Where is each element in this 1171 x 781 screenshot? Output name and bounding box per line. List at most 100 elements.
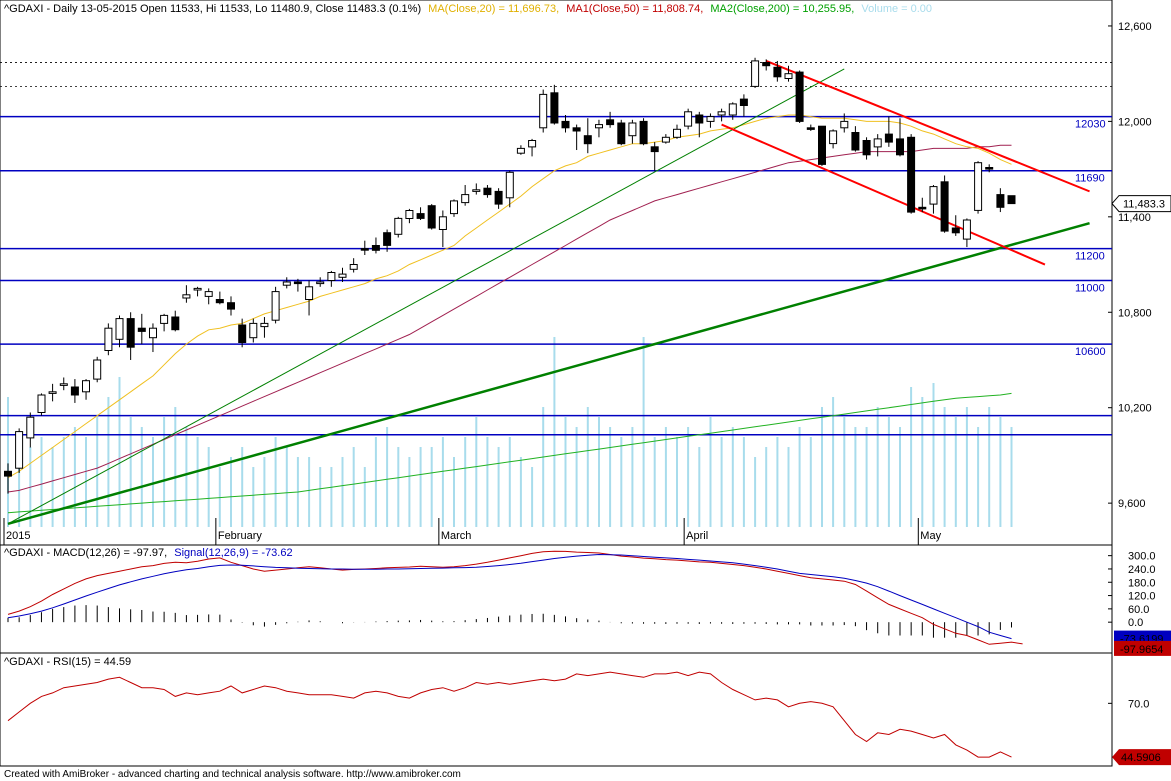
candle-body (215, 299, 224, 304)
last-price-box (1111, 195, 1171, 213)
volume-bar (921, 397, 924, 527)
candle-body (728, 103, 737, 116)
volume-bar (676, 437, 678, 527)
candle-body (438, 216, 447, 231)
volume-bar (932, 383, 935, 527)
volume-bar (519, 457, 522, 527)
volume-bar (865, 427, 868, 527)
volume-bar (196, 437, 199, 527)
volume-bar (508, 437, 511, 527)
candle-body (773, 66, 782, 78)
candle-body (818, 125, 826, 165)
volume-bar (308, 457, 311, 527)
volume-bar (252, 467, 255, 527)
macd-axis-label: 240.0 (1128, 564, 1156, 576)
volume-bar (575, 427, 578, 527)
volume-bar (798, 427, 801, 527)
candle-body (583, 135, 592, 145)
candle-body (271, 291, 280, 321)
volume-bar (73, 427, 76, 527)
trendline (7, 68, 845, 525)
candle-body (962, 219, 971, 240)
volume-bar (742, 437, 745, 527)
volume-bar (18, 457, 21, 527)
candle-body (862, 140, 871, 156)
candle-body (104, 327, 113, 352)
candle-body (806, 127, 815, 130)
volume-bar (118, 377, 121, 527)
price-axis-label: 10,200 (1118, 403, 1152, 415)
volume-bar (731, 427, 734, 527)
candle-body (305, 286, 314, 300)
macd-last-label: -97.9654 (1120, 644, 1163, 656)
volume-bar (62, 437, 65, 527)
candle-body (884, 133, 893, 143)
candle-body (528, 140, 537, 148)
volume-bar (486, 437, 489, 527)
candle-body (795, 71, 804, 122)
trendline (7, 221, 1090, 526)
volume-bar (408, 457, 411, 527)
volume-bar (698, 447, 701, 527)
candle-body (4, 470, 12, 477)
candle-body (639, 120, 648, 145)
rsi-panel-frame (0, 652, 1113, 767)
candle-body (974, 162, 983, 211)
candle-body (494, 190, 503, 205)
candle-body (695, 114, 704, 124)
candle-body (717, 111, 726, 116)
volume-bar (887, 417, 890, 527)
volume-bar (988, 407, 991, 527)
volume-bar (274, 437, 277, 527)
price-axis-label: 11,400 (1118, 212, 1151, 224)
volume-bar (475, 417, 478, 527)
level-label: 10600 (1075, 346, 1106, 358)
price-axis-label: 9,600 (1118, 498, 1146, 510)
volume-bar (441, 437, 444, 527)
month-label: 2015 (6, 530, 30, 542)
candle-body (650, 146, 659, 153)
candle-body (617, 122, 626, 145)
candle-body (673, 128, 681, 138)
volume-bar (809, 437, 812, 527)
volume-bar (230, 457, 232, 527)
candle-body (472, 189, 481, 192)
candle-body (182, 294, 191, 299)
volume-bar (664, 427, 667, 527)
ma50-line (7, 144, 1012, 493)
candle-body (394, 217, 403, 235)
candle-body (15, 431, 24, 469)
price-header: ^GDAXI - Daily 13-05-2015 Open 11533, Hi… (4, 3, 932, 15)
macd-panel: 300.0240.0180.0120.060.00.0-73.6199-97.9… (7, 551, 1171, 656)
price-axis-label: 12,000 (1118, 116, 1152, 128)
candle-body (37, 394, 46, 413)
candle-body (628, 122, 637, 137)
volume-bar (854, 427, 857, 527)
volume-bar (363, 467, 366, 527)
month-label: February (218, 530, 263, 542)
volume-bar (631, 427, 634, 527)
candle-body (193, 287, 202, 291)
macd-axis-label: 120.0 (1128, 591, 1156, 603)
candle-body (896, 138, 904, 156)
candle-body (115, 318, 124, 340)
volume-bar (843, 417, 846, 527)
macd-axis-label: 180.0 (1128, 577, 1156, 589)
candle-body (59, 383, 68, 386)
volume-bar (7, 397, 9, 527)
candle-body (171, 316, 180, 331)
candle-body (996, 194, 1005, 208)
candle-body (405, 210, 414, 219)
volume-bar (765, 447, 768, 527)
candle-body (784, 73, 793, 79)
ma200-label: MA2(Close,200) = 10,255.95, (710, 3, 854, 15)
volume-bar (140, 427, 143, 527)
volume-bar (419, 447, 422, 527)
volume-bar (152, 437, 154, 527)
macd-axis-label: 300.0 (1128, 551, 1156, 563)
volume-bar (341, 457, 344, 527)
volume-bar (185, 427, 188, 527)
candle-body (137, 327, 146, 332)
candle-body (762, 62, 771, 67)
